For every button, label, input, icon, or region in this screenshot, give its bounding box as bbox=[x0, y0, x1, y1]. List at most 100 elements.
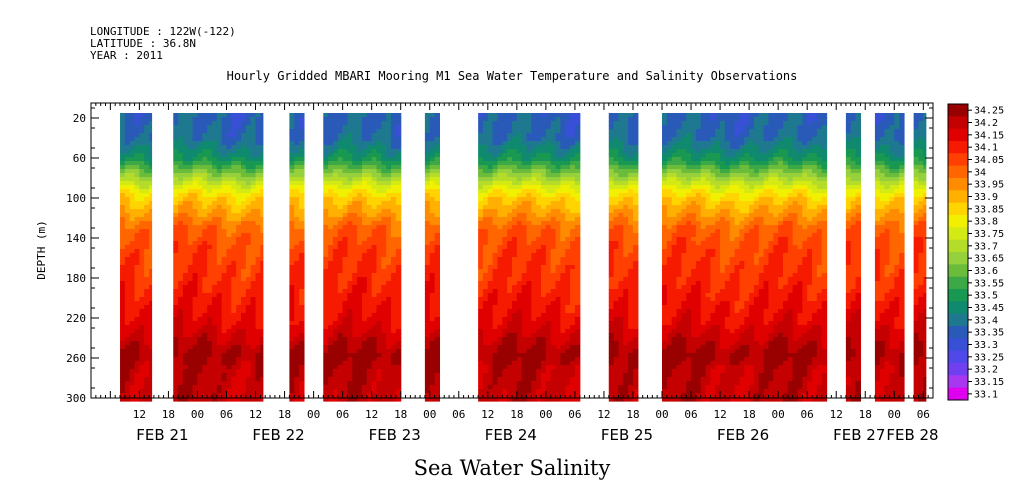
heat-cell bbox=[541, 341, 547, 346]
heat-cell bbox=[129, 369, 136, 374]
heat-cell bbox=[216, 389, 223, 394]
heat-cell bbox=[434, 133, 441, 138]
heat-cell bbox=[347, 213, 353, 218]
heat-cell bbox=[120, 157, 126, 162]
heat-cell bbox=[294, 329, 300, 334]
heat-cell bbox=[541, 225, 547, 230]
heat-cell bbox=[507, 249, 513, 254]
heat-cell bbox=[366, 317, 373, 322]
heat-cell bbox=[250, 309, 257, 314]
heat-cell bbox=[487, 181, 494, 186]
heat-cell bbox=[328, 165, 334, 170]
heat-cell bbox=[478, 113, 484, 118]
heat-cell bbox=[250, 193, 257, 198]
heat-cell bbox=[129, 185, 136, 190]
heat-cell bbox=[424, 321, 431, 326]
heat-cell bbox=[347, 257, 353, 262]
heat-cell bbox=[381, 313, 387, 318]
heat-cell bbox=[250, 213, 257, 218]
heat-cell bbox=[323, 117, 329, 122]
heat-cell bbox=[187, 377, 194, 382]
heat-cell bbox=[211, 201, 218, 206]
heat-cell bbox=[216, 217, 223, 222]
heat-cell bbox=[294, 277, 300, 282]
heat-cell bbox=[492, 329, 499, 334]
heat-cell bbox=[478, 217, 484, 222]
heat-cell bbox=[294, 293, 300, 298]
heat-cell bbox=[226, 193, 232, 198]
heat-cell bbox=[497, 173, 503, 178]
heat-cell bbox=[507, 133, 513, 138]
heat-cell bbox=[541, 369, 547, 374]
heat-cell bbox=[386, 133, 392, 138]
heat-cell bbox=[361, 165, 368, 170]
heat-cell bbox=[328, 129, 334, 134]
heat-cell bbox=[487, 385, 494, 390]
heat-cell bbox=[357, 205, 363, 210]
heat-cell bbox=[178, 169, 184, 174]
heat-cell bbox=[376, 121, 382, 126]
heat-cell bbox=[182, 177, 189, 182]
heat-cell bbox=[570, 321, 576, 326]
heat-cell bbox=[531, 349, 537, 354]
heat-cell bbox=[502, 393, 508, 398]
heat-cell bbox=[560, 181, 566, 186]
heat-cell bbox=[492, 173, 499, 178]
heat-cell bbox=[182, 189, 189, 194]
heat-cell bbox=[192, 161, 199, 166]
heat-cell bbox=[139, 269, 145, 274]
heat-cell bbox=[332, 201, 339, 206]
heat-cell bbox=[395, 117, 402, 122]
heat-cell bbox=[241, 141, 247, 146]
heat-cell bbox=[207, 341, 213, 346]
heat-cell bbox=[608, 173, 615, 178]
heat-cell bbox=[366, 377, 373, 382]
heat-cell bbox=[526, 269, 532, 274]
heat-cell bbox=[250, 201, 257, 206]
heat-cell bbox=[574, 137, 581, 142]
heat-cell bbox=[391, 201, 397, 206]
heat-cell bbox=[289, 365, 295, 370]
heat-cell bbox=[545, 301, 552, 306]
heat-cell bbox=[241, 381, 247, 386]
heat-cell bbox=[260, 221, 264, 226]
heat-cell bbox=[545, 197, 552, 202]
heat-cell bbox=[395, 213, 402, 218]
heat-cell bbox=[347, 273, 353, 278]
heat-cell bbox=[124, 117, 131, 122]
heat-cell bbox=[371, 349, 378, 354]
heat-cell bbox=[502, 333, 508, 338]
heat-cell bbox=[521, 161, 528, 166]
heat-cell bbox=[197, 285, 203, 290]
heat-cell bbox=[231, 209, 237, 214]
heat-cell bbox=[381, 309, 387, 314]
heat-cell bbox=[395, 133, 402, 138]
heat-cell bbox=[124, 273, 131, 278]
heat-cell bbox=[216, 369, 223, 374]
heat-cell bbox=[202, 341, 208, 346]
heat-cell bbox=[492, 369, 499, 374]
heat-cell bbox=[260, 309, 264, 314]
heat-cell bbox=[565, 297, 571, 302]
heat-cell bbox=[545, 373, 552, 378]
heat-cell bbox=[255, 397, 261, 402]
heat-cell bbox=[555, 185, 561, 190]
heat-cell bbox=[231, 201, 237, 206]
heat-cell bbox=[371, 273, 378, 278]
heat-cell bbox=[497, 217, 503, 222]
heat-cell bbox=[574, 341, 581, 346]
heat-cell bbox=[574, 333, 581, 338]
heat-cell bbox=[429, 389, 436, 394]
heat-cell bbox=[531, 129, 537, 134]
heat-cell bbox=[332, 377, 339, 382]
heat-cell bbox=[299, 325, 305, 330]
heat-cell bbox=[332, 381, 339, 386]
heat-cell bbox=[555, 349, 561, 354]
heat-cell bbox=[347, 121, 353, 126]
heat-cell bbox=[541, 173, 547, 178]
heat-cell bbox=[342, 253, 349, 258]
heat-cell bbox=[255, 213, 261, 218]
heat-cell bbox=[487, 165, 494, 170]
heat-cell bbox=[323, 337, 329, 342]
heat-cell bbox=[424, 177, 431, 182]
